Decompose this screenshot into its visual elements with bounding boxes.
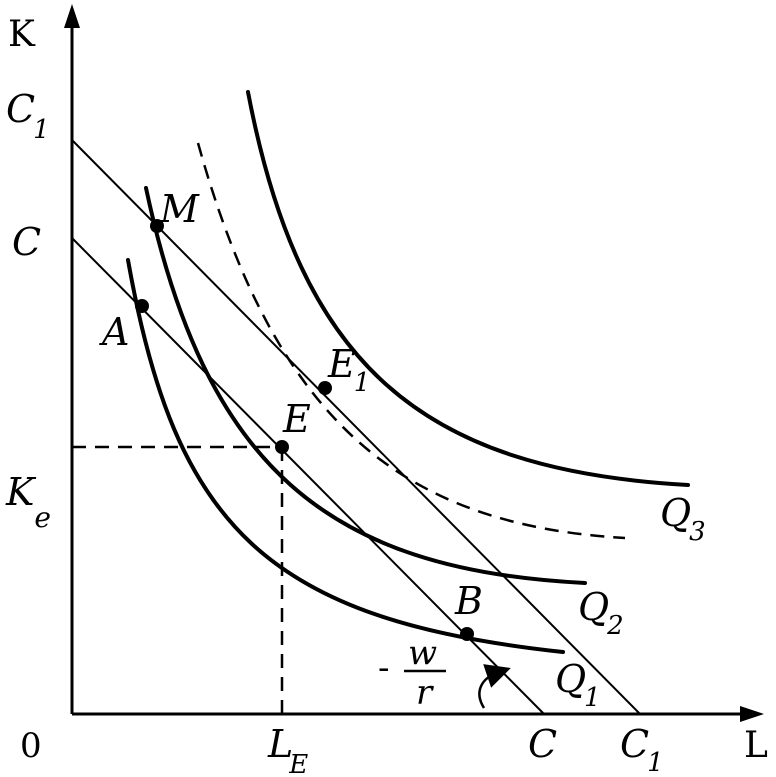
point-a-dot	[135, 299, 149, 313]
isoquant-q2-label: Q2	[578, 585, 624, 641]
y-axis-arrow-icon	[64, 4, 80, 28]
slope-denominator: r	[416, 673, 434, 713]
x-axis-label: L	[744, 725, 768, 766]
point-m-dot	[150, 219, 164, 233]
point-b-dot	[460, 627, 474, 641]
isocost-line-c1	[71, 139, 641, 715]
point-a-label: A	[99, 310, 129, 354]
x-tick-le: LE	[267, 722, 308, 777]
x-tick-c1: C1	[620, 722, 664, 777]
isoquant-q3	[246, 90, 690, 487]
isoquant-q1	[126, 258, 565, 654]
isoquant-q3-label: Q3	[660, 491, 706, 547]
point-e1-dot	[318, 381, 332, 395]
x-tick-c: C	[528, 722, 557, 766]
x-axis-arrow-icon	[740, 706, 764, 722]
y-axis-label: K	[8, 14, 36, 55]
point-e-label: E	[282, 397, 311, 441]
slope-numerator: w	[408, 633, 437, 673]
isoquant-dashed	[196, 142, 626, 540]
y-tick-ke: Ke	[5, 470, 51, 534]
slope-minus-sign: -	[378, 648, 390, 688]
point-b-label: B	[454, 579, 483, 623]
point-m-label: M	[159, 187, 200, 231]
isoquant-q1-label: Q1	[555, 657, 601, 713]
y-tick-c1: C1	[6, 87, 50, 145]
slope-angle-arc	[478, 664, 511, 709]
isoquant-q2	[144, 186, 587, 585]
point-e1-label: E1	[327, 342, 370, 398]
y-tick-c: C	[12, 220, 41, 264]
origin-label: 0	[20, 726, 42, 766]
point-e-dot	[275, 440, 289, 454]
